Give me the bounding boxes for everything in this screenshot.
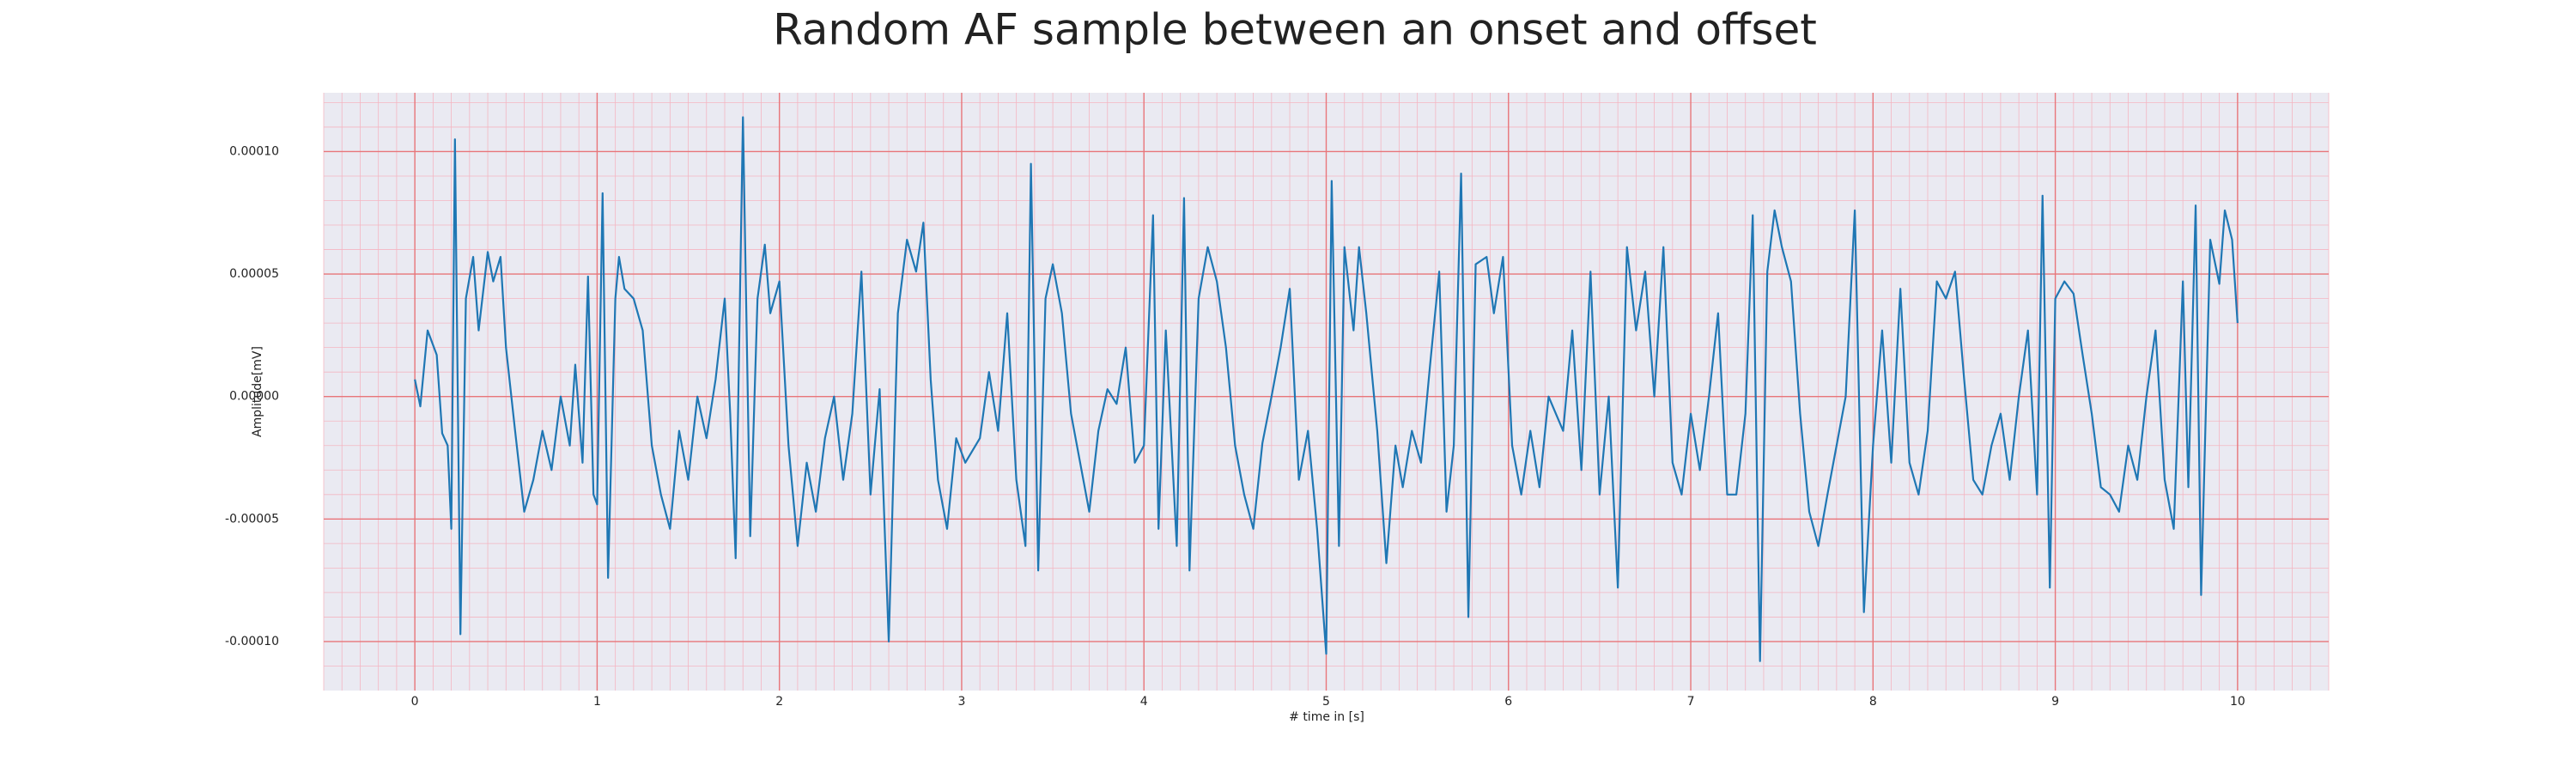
x-tick-label: 1 — [593, 695, 601, 709]
y-axis-label: Amplitude[mV] — [251, 346, 264, 437]
x-axis-label: # time in [s] — [1289, 710, 1364, 724]
x-tick-label: 7 — [1687, 695, 1695, 709]
x-tick-label: 10 — [2230, 695, 2245, 709]
y-tick-label: 0.00010 — [229, 144, 279, 158]
y-tick-label: -0.00010 — [225, 635, 279, 648]
y-tick-label: 0.00000 — [229, 390, 279, 404]
y-tick-label: -0.00005 — [225, 512, 279, 526]
chart-title: Random AF sample between an onset and of… — [773, 5, 1817, 55]
signal-line — [414, 116, 2239, 662]
x-tick-label: 5 — [1322, 695, 1330, 709]
x-tick-label: 9 — [2051, 695, 2059, 709]
y-tick-label: 0.00005 — [229, 267, 279, 281]
x-tick-label: 6 — [1504, 695, 1512, 709]
x-tick-label: 2 — [775, 695, 783, 709]
x-tick-label: 0 — [411, 695, 419, 709]
x-tick-label: 4 — [1140, 695, 1148, 709]
x-tick-label: 8 — [1869, 695, 1877, 709]
x-tick-label: 3 — [957, 695, 965, 709]
